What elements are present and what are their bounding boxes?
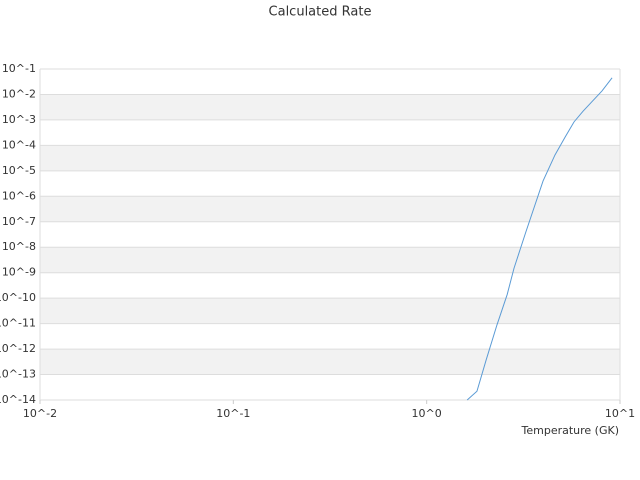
y-tick-label: 10^-6 xyxy=(2,189,36,202)
y-tick-label: 10^-12 xyxy=(0,342,36,355)
y-tick-label: 10^-5 xyxy=(2,164,36,177)
grid-band xyxy=(40,196,620,222)
grid-band xyxy=(40,145,620,171)
data-line xyxy=(466,77,613,401)
y-tick-label: 10^-9 xyxy=(2,266,36,279)
y-tick-label: 10^-8 xyxy=(2,240,36,253)
y-tick-label: 10^-4 xyxy=(2,138,36,151)
grid-band xyxy=(40,298,620,324)
grid-band xyxy=(40,247,620,273)
y-tick-label: 10^-13 xyxy=(0,368,36,381)
y-tick-label: 10^-10 xyxy=(0,291,36,304)
chart-title: Calculated Rate xyxy=(269,5,372,20)
y-tick-label: 10^-7 xyxy=(2,215,36,228)
y-tick-label: 10^-2 xyxy=(2,87,36,100)
y-tick-label: 10^-3 xyxy=(2,113,36,126)
grid-band xyxy=(40,349,620,375)
x-tick-label: 10^1 xyxy=(605,407,635,420)
grid-band xyxy=(40,94,620,120)
x-tick-label: 10^0 xyxy=(412,407,442,420)
y-tick-label: 10^-14 xyxy=(0,393,36,406)
x-tick-label: 10^-2 xyxy=(23,407,57,420)
x-tick-label: 10^-1 xyxy=(216,407,250,420)
y-tick-label: 10^-11 xyxy=(0,317,36,330)
y-tick-label: 10^-1 xyxy=(2,62,36,75)
x-axis-label: Temperature (GK) xyxy=(521,424,620,437)
